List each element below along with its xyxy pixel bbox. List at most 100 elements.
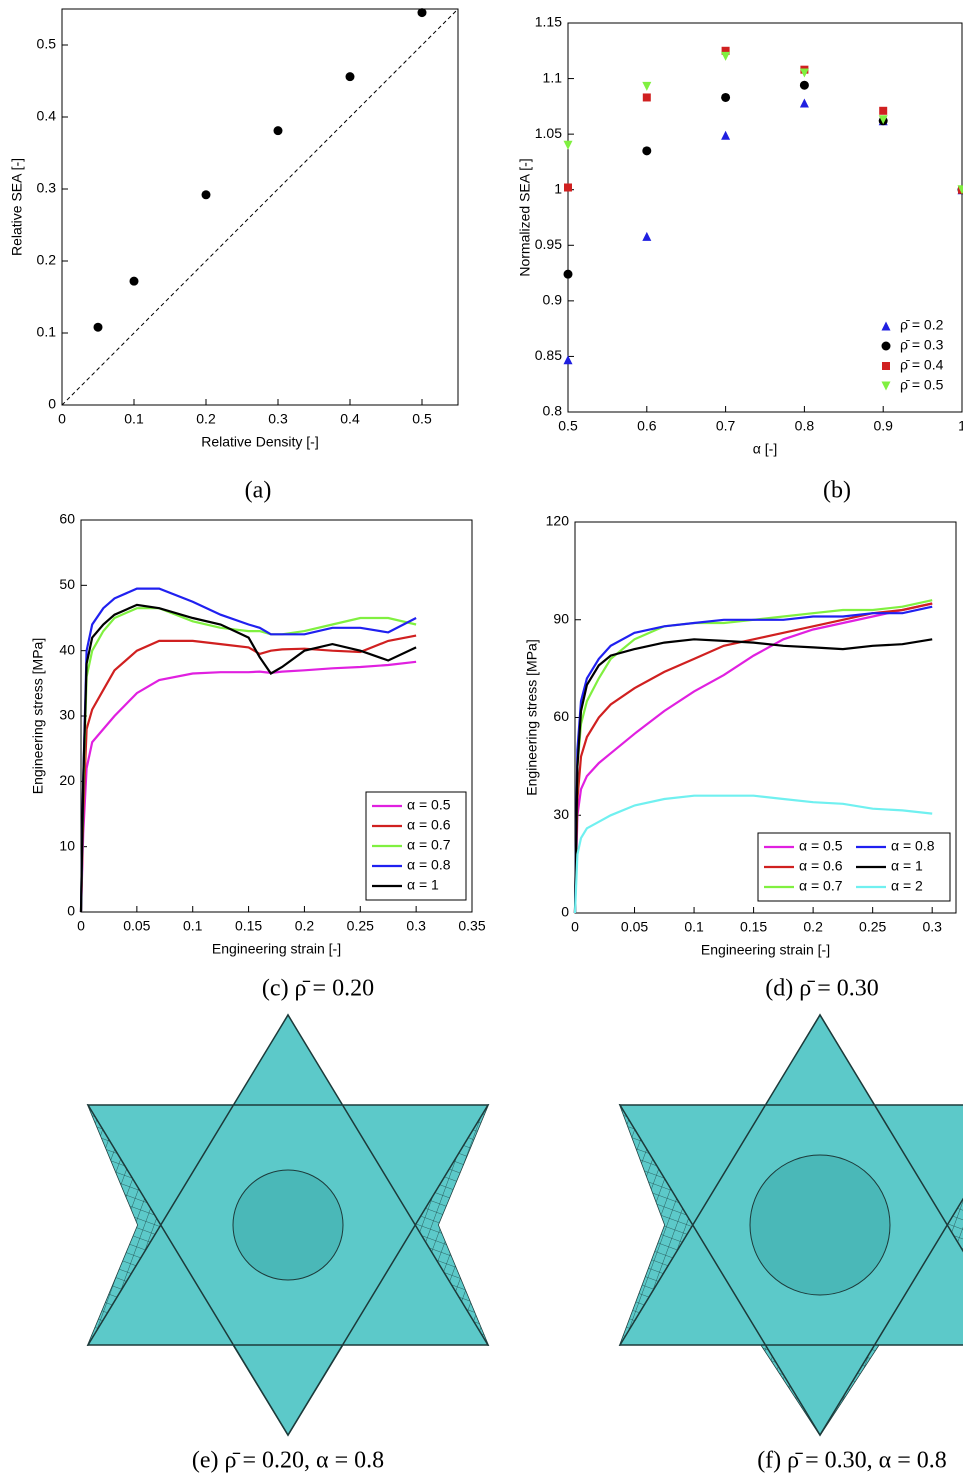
y-tick-label: 30 [553,806,569,822]
legend-swatch [881,381,891,391]
x-tick-label: 0.3 [922,919,942,935]
x-tick-label: 0.1 [684,919,704,935]
y-tick-label: 60 [59,511,75,527]
marker [642,146,652,156]
x-tick-label: 0.3 [268,411,288,427]
x-tick-label: 0.25 [347,918,374,934]
legend-label: α = 1 [407,877,439,893]
y-tick-label: 40 [59,641,75,657]
x-tick-label: 0.35 [458,918,485,934]
series-line [79,607,417,913]
marker [563,355,573,365]
marker [721,51,731,61]
lattice-mesh [86,1013,490,1437]
marker [93,322,103,332]
y-tick-label: 20 [59,772,75,788]
x-tick-label: 0 [58,411,66,427]
plot-frame [567,22,963,413]
x-axis-label: Engineering strain [-] [701,942,830,958]
caption: (a) [245,478,272,504]
legend-label: α = 2 [891,878,923,894]
caption: (e) ρ̄ = 0.20, α = 0.8 [192,1448,384,1474]
marker [563,140,573,150]
marker [273,126,283,136]
legend-label: α = 1 [891,858,923,874]
x-tick-label: 0.7 [716,418,736,434]
marker [957,185,963,195]
x-axis-label: Relative Density [-] [201,434,318,450]
marker [721,130,731,140]
x-tick-label: 0 [77,918,85,934]
series-line [573,602,933,914]
legend-label: α = 0.7 [799,878,843,894]
y-axis-label: Engineering stress [MPa] [30,638,46,794]
legend-label: ρ̄ = 0.2 [900,317,944,333]
marker [564,183,572,192]
x-tick-label: 0.05 [123,918,150,934]
x-tick-label: 0.9 [873,418,893,434]
y-tick-label: 1.1 [543,69,563,85]
x-tick-label: 0.15 [740,919,767,935]
x-axis-label: Engineering strain [-] [212,941,341,957]
marker [799,80,809,90]
y-tick-label: 0.1 [37,324,57,340]
legend-swatch [882,362,890,370]
legend-swatch [881,341,891,351]
y-tick-label: 60 [553,708,569,724]
x-tick-label: 0.3 [406,918,426,934]
y-tick-label: 0.2 [37,252,57,268]
legend-label: α = 0.6 [407,817,451,833]
x-tick-label: 0.2 [803,919,823,935]
legend-label: α = 0.7 [407,837,451,853]
marker [721,92,731,102]
marker [879,106,888,115]
y-axis-label: Relative SEA [-] [9,158,25,256]
legend-label: α = 0.5 [407,797,451,813]
marker [721,46,730,55]
y-tick-label: 0.5 [37,36,57,52]
legend-label: α = 0.8 [407,857,451,873]
y-tick-label: 0 [67,903,75,919]
series-line [573,638,933,914]
marker [417,8,427,18]
series-line [79,634,417,913]
plot-frame [61,8,459,406]
series-line [79,587,417,913]
x-tick-label: 0.1 [124,411,144,427]
legend-swatch [881,321,891,331]
reference-line [61,8,459,406]
x-tick-label: 0 [571,919,579,935]
series-line [79,603,417,913]
caption: (f) ρ̄ = 0.30, α = 0.8 [757,1448,947,1474]
x-axis-label: α [-] [753,441,777,457]
x-tick-label: 0.6 [637,418,657,434]
marker [799,98,809,108]
legend-label: ρ̄ = 0.4 [900,357,944,373]
caption: (d) ρ̄ = 0.30 [765,976,879,1002]
x-tick-label: 0.5 [558,418,578,434]
marker [878,115,888,125]
x-tick-label: 0.4 [340,411,360,427]
y-tick-label: 0.8 [543,403,563,419]
x-tick-label: 0.5 [412,411,432,427]
marker [642,93,651,102]
marker [642,81,652,91]
y-tick-label: 1 [554,180,562,196]
x-tick-label: 0.25 [859,919,886,935]
y-tick-label: 90 [553,610,569,626]
legend-label: α = 0.6 [799,858,843,874]
x-tick-label: 0.8 [795,418,815,434]
series-line [573,605,933,914]
legend-label: ρ̄ = 0.3 [900,337,944,353]
legend-label: ρ̄ = 0.5 [900,377,944,393]
x-tick-label: 1 [958,418,963,434]
legend-label: α = 0.8 [891,838,935,854]
y-tick-label: 1.15 [535,14,562,30]
series-line [573,794,933,914]
y-tick-label: 0.4 [37,108,57,124]
legend-label: α = 0.5 [799,838,843,854]
y-tick-label: 0.95 [535,236,562,252]
y-tick-label: 1.05 [535,125,562,141]
series-line [573,602,933,914]
